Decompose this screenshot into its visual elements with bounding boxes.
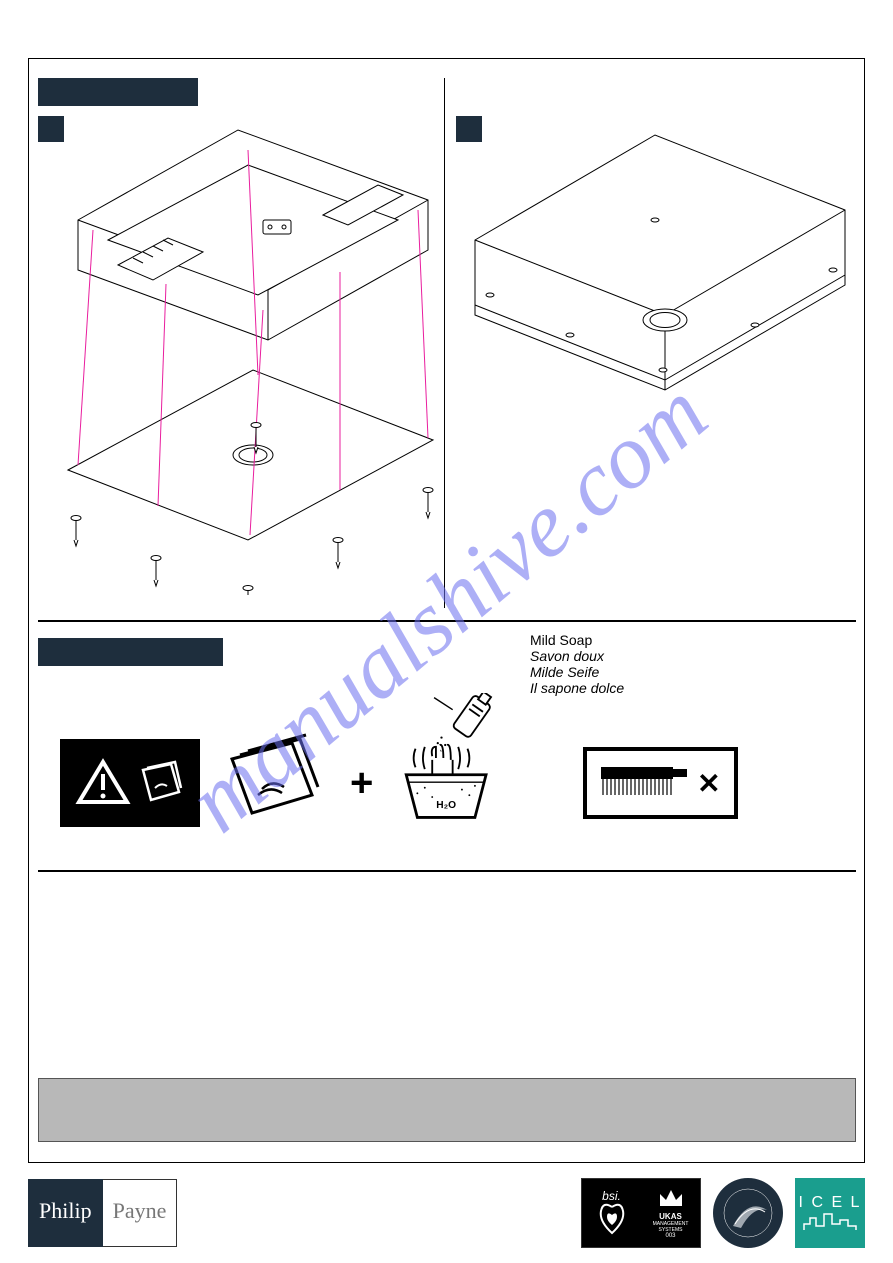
warning-triangle-icon: [75, 758, 131, 808]
brand-logo: Philip Payne: [28, 1179, 177, 1247]
section-header-assembly: [38, 78, 198, 106]
icel-badge: I C E L: [795, 1178, 865, 1248]
plus-symbol: +: [350, 761, 373, 806]
soap-label-it: Il sapone dolce: [530, 680, 624, 696]
ukas-line1: UKAS: [659, 1212, 682, 1221]
section-header-cleaning: [38, 638, 223, 666]
grey-info-box: [38, 1078, 856, 1142]
vertical-divider: [444, 78, 445, 608]
diagram-assembled-enclosure: [455, 120, 855, 430]
bsi-text: bsi.: [602, 1189, 621, 1203]
cross-icon: ✕: [697, 767, 720, 800]
no-brush-box: ✕: [583, 747, 738, 819]
diagram-exploded-enclosure: [38, 120, 438, 595]
horizontal-rule-2: [38, 870, 856, 872]
footer-certifications: bsi. UKAS MANAGEMENT SYSTEMS 003: [581, 1178, 865, 1248]
bsi-heart-icon: [597, 1203, 627, 1237]
lia-swoosh-icon: [723, 1188, 773, 1238]
horizontal-rule-1: [38, 620, 856, 622]
ukas-crown-icon: [656, 1186, 686, 1212]
soap-label-de: Milde Seife: [530, 664, 624, 680]
warning-cloth-box: [60, 739, 200, 827]
brush-icon: [601, 761, 687, 805]
logo-philip: Philip: [28, 1179, 103, 1247]
icel-skyline-icon: [802, 1212, 858, 1232]
cloth-white-icon: [135, 758, 185, 808]
soap-label-block: Mild Soap Savon doux Milde Seife Il sapo…: [530, 632, 624, 696]
logo-payne: Payne: [103, 1179, 178, 1247]
cloth-stack-icon: [220, 733, 330, 833]
soap-label-en: Mild Soap: [530, 632, 624, 648]
icel-text: I C E L: [799, 1194, 862, 1212]
soap-label-fr: Savon doux: [530, 648, 624, 664]
lia-badge: [713, 1178, 783, 1248]
ukas-num: 003: [665, 1233, 675, 1239]
bsi-ukas-badge: bsi. UKAS MANAGEMENT SYSTEMS 003: [581, 1178, 701, 1248]
footer: Philip Payne bsi. UKAS MANAGEMENT SYSTEM…: [28, 1175, 865, 1250]
cleaning-instructions-row: +: [60, 718, 840, 848]
soap-bucket-icon: H₂O: [393, 693, 503, 823]
h2o-label: H₂O: [437, 800, 457, 811]
